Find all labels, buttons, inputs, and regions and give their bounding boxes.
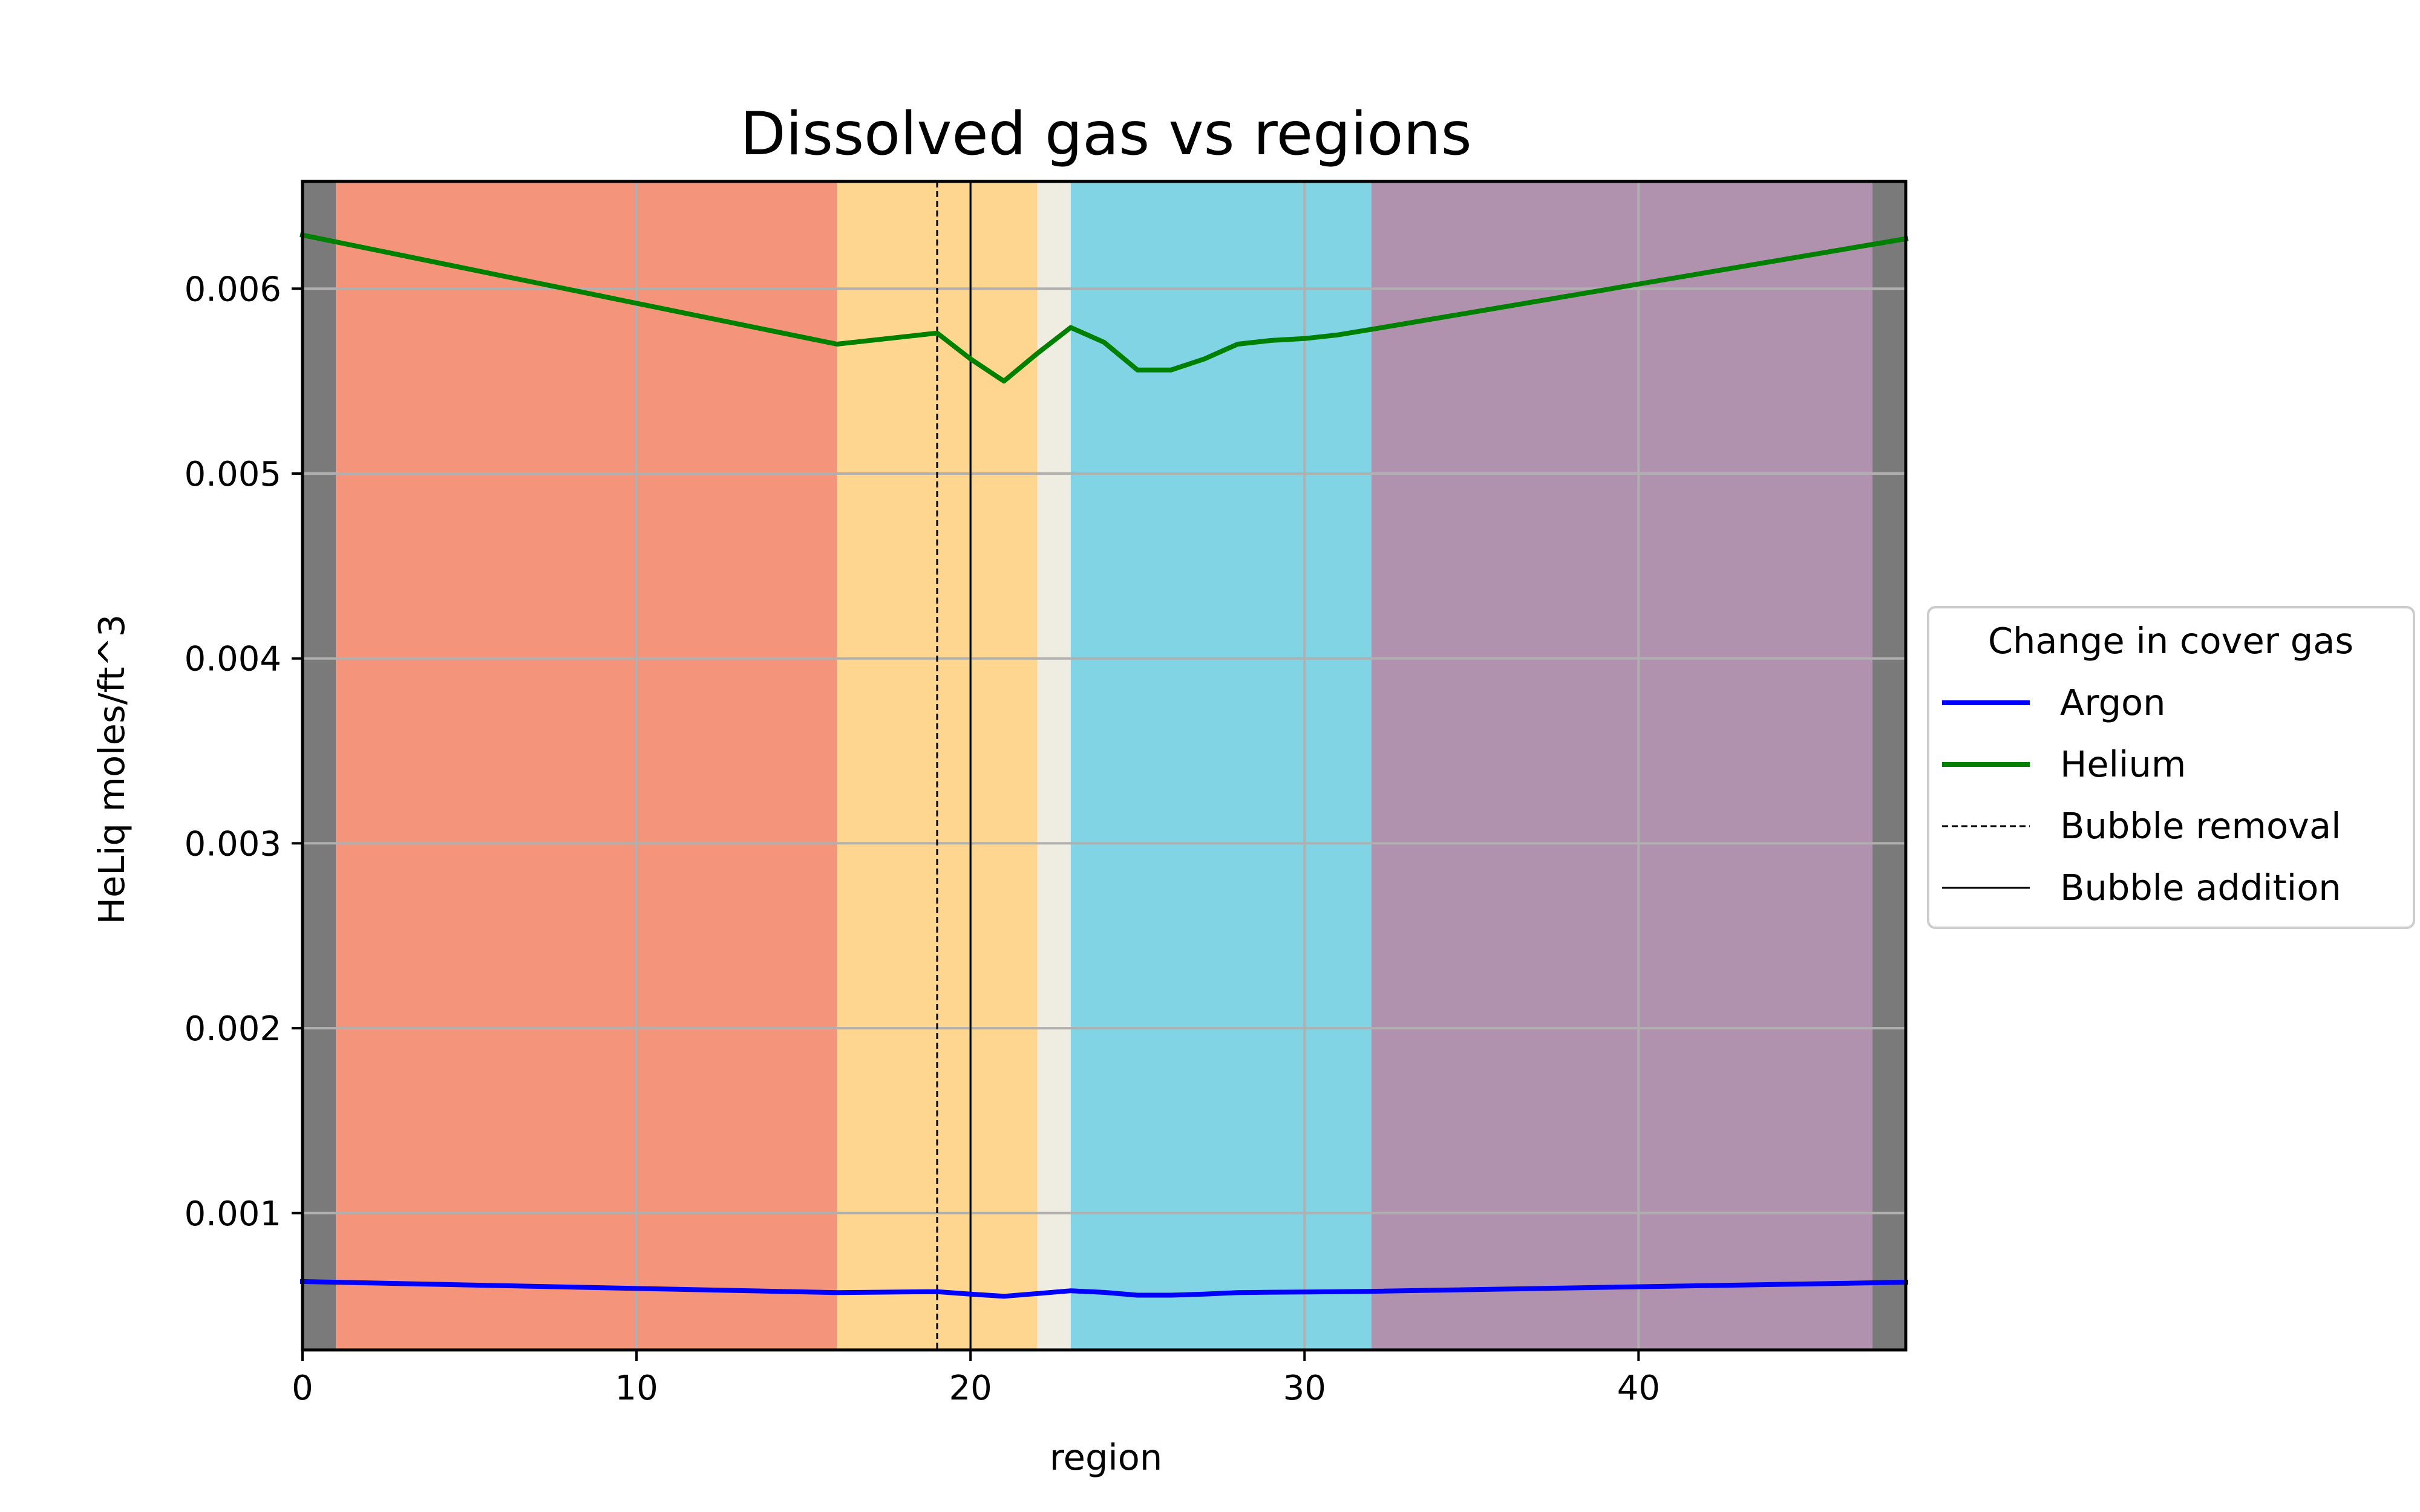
legend-label-argon: Argon (2060, 682, 2166, 723)
legend-label-bubble-removal: Bubble removal (2060, 805, 2341, 847)
y-tick-label-0: 0.001 (185, 1194, 281, 1234)
series-line-helium (299, 232, 1909, 384)
y-tick-label-3: 0.004 (185, 640, 281, 679)
y-axis: 0.001 0.002 0.003 0.004 0.005 0.006 (185, 270, 302, 1234)
legend-label-bubble-addition: Bubble addition (2060, 867, 2341, 908)
series-line-argon (299, 1279, 1909, 1299)
chart-title: Dissolved gas vs regions (740, 100, 1471, 169)
legend-label-helium: Helium (2060, 743, 2186, 785)
x-axis-label: region (1050, 1436, 1163, 1478)
region-band-5 (1371, 181, 1872, 1350)
x-tick-label-1: 10 (615, 1369, 658, 1408)
y-tick-label-1: 0.002 (185, 1009, 281, 1049)
y-axis-label: HeLiq moles/ft^3 (91, 614, 132, 925)
x-tick-label-3: 30 (1283, 1369, 1326, 1408)
x-tick-label-0: 0 (292, 1369, 313, 1408)
region-band-4 (1070, 181, 1372, 1350)
series-lines (299, 232, 1909, 1299)
x-tick-label-4: 40 (1617, 1369, 1660, 1408)
x-axis: 0 10 20 30 40 (292, 1350, 1660, 1408)
x-tick-label-2: 20 (949, 1369, 992, 1408)
event-lines (936, 181, 972, 1350)
legend-title: Change in cover gas (1988, 620, 2353, 662)
y-tick-label-5: 0.006 (185, 270, 281, 309)
region-band-0 (302, 181, 336, 1350)
plot-frame (301, 180, 1908, 1352)
y-tick-label-2: 0.003 (185, 824, 281, 864)
legend-box (1927, 606, 2415, 929)
region-band-1 (336, 181, 837, 1350)
region-band-6 (1872, 181, 1906, 1350)
region-band-3 (1037, 181, 1071, 1350)
y-tick-label-4: 0.005 (185, 455, 281, 494)
background-regions (302, 181, 1906, 1350)
legend: Change in cover gas Argon Helium Bubble … (1927, 606, 2415, 929)
